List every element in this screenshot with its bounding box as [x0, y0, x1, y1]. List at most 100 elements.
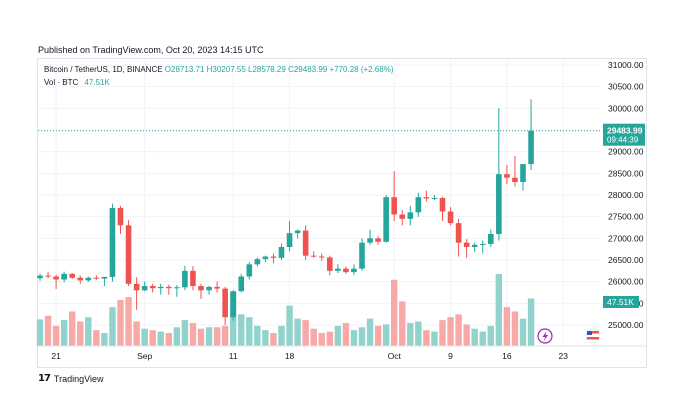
volume-bar	[391, 279, 398, 346]
volume-label: Vol · BTC	[44, 78, 79, 87]
candle-body	[318, 256, 325, 258]
candle-body	[463, 242, 470, 247]
candle-body	[455, 223, 462, 243]
x-tick-label: 16	[502, 351, 512, 361]
volume-bar	[439, 320, 446, 346]
candle-body	[190, 270, 196, 286]
y-tick-label: 25000.00	[608, 320, 644, 330]
candle-body	[327, 257, 333, 271]
volume-bar	[205, 327, 213, 346]
candle-body	[101, 276, 108, 279]
volume-bar	[141, 328, 148, 346]
candle-body	[166, 286, 172, 289]
candle-body	[206, 286, 212, 291]
high-value: H30207.55	[206, 65, 246, 74]
volume-badge	[603, 296, 639, 308]
volume-bar	[519, 318, 527, 346]
candle-body	[512, 177, 518, 182]
y-tick-label: 28500.00	[608, 168, 644, 178]
candle-body	[93, 277, 100, 279]
last-price-badge	[603, 123, 645, 146]
candle-body	[222, 288, 228, 318]
candle-body	[198, 286, 204, 291]
y-tick-label: 30000.00	[608, 103, 644, 113]
tradingview-footer[interactable]: 17 TradingView	[38, 373, 103, 384]
y-tick-label: 29000.00	[608, 147, 644, 157]
y-tick-label: 27000.00	[608, 233, 644, 243]
candle-body	[391, 197, 397, 215]
volume-bar	[471, 328, 478, 346]
volume-bar	[463, 324, 470, 346]
time-axis: 21 Sep 11 18 Oct 9 16 23	[51, 351, 568, 361]
us-flag-stripe	[587, 340, 599, 343]
last-price-value: 29483.99	[607, 126, 643, 136]
volume-bar	[254, 325, 261, 346]
price-axis: 25000.0025500.0026000.0026500.0027000.00…	[608, 60, 644, 330]
x-tick-label: 23	[559, 351, 569, 361]
candle-body	[157, 286, 164, 289]
volume-bar	[133, 321, 140, 346]
volume-bar	[431, 331, 438, 346]
candle-body	[335, 268, 341, 271]
change-value: +770.28 (+2.68%)	[329, 65, 394, 74]
published-line: Published on TradingView.com, Oct 20, 20…	[38, 45, 264, 55]
us-flag-stripe	[587, 337, 599, 340]
volume-bar	[310, 328, 317, 346]
volume-bar	[262, 330, 269, 346]
candle-body	[415, 197, 422, 213]
candle-body	[471, 244, 478, 247]
candle-body	[254, 259, 261, 265]
candle-body	[488, 234, 494, 244]
volume-bar	[181, 320, 189, 346]
candle-body	[423, 197, 430, 199]
candle-body	[53, 276, 59, 280]
volume-bar	[221, 325, 229, 346]
volume-bar	[165, 333, 172, 346]
volume-bar	[382, 324, 390, 346]
volume-bar	[334, 325, 342, 346]
candle-body	[447, 211, 454, 224]
volume-bar	[366, 318, 374, 346]
candle-body	[230, 291, 236, 318]
candles	[37, 99, 534, 325]
volume-bar	[93, 330, 100, 346]
candle-body	[45, 275, 51, 277]
candle-body	[262, 256, 269, 260]
candle-body	[439, 198, 446, 212]
volume-bar	[197, 328, 205, 346]
x-tick-label: Oct	[388, 351, 402, 361]
x-tick-label: 11	[229, 351, 238, 361]
candle-body	[286, 233, 293, 247]
candle-body	[214, 286, 220, 289]
y-tick-label: 31000.00	[608, 60, 644, 70]
y-tick-label: 27500.00	[608, 212, 644, 222]
volume-bar	[399, 301, 406, 346]
candle-body	[383, 197, 389, 242]
candle-body	[270, 256, 277, 258]
symbol-name: Bitcoin / TetherUS, 1D, BINANCE	[44, 65, 163, 74]
low-value: L28578.29	[248, 65, 286, 74]
candle-body	[431, 198, 438, 200]
close-value: C29483.99	[288, 65, 328, 74]
price-countdown: 09:44:39	[607, 136, 639, 145]
candle-body	[375, 238, 381, 242]
open-value: O28713.71	[164, 65, 205, 74]
volume-bar	[286, 305, 293, 346]
volume-bar	[101, 333, 108, 346]
x-tick-label: 18	[285, 351, 295, 361]
candle-body	[77, 277, 84, 281]
candle-body	[141, 286, 148, 291]
candle-body	[117, 208, 124, 226]
candle-body	[343, 268, 349, 273]
candle-body	[278, 247, 285, 258]
us-flag-stripe	[587, 331, 599, 334]
volume-bar	[503, 307, 511, 346]
candle-body	[520, 164, 526, 182]
candle-body	[367, 238, 373, 243]
volume-bar	[374, 325, 382, 346]
candle-body	[174, 287, 180, 289]
candle-body	[238, 276, 245, 292]
volume-bar	[326, 331, 333, 346]
